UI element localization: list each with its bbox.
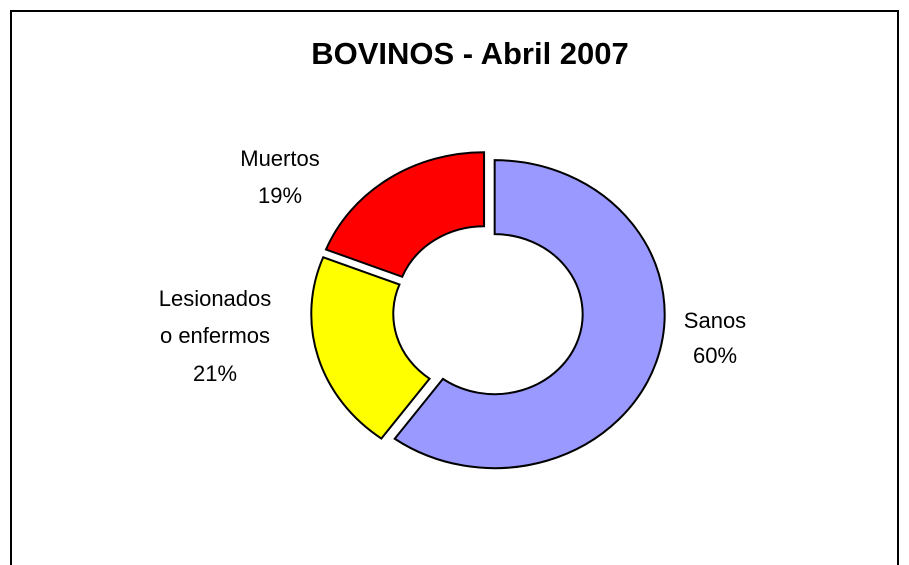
donut-slice	[393, 159, 666, 470]
slice-label: Lesionados o enfermos	[159, 286, 272, 348]
chart-title: BOVINOS - Abril 2007	[311, 36, 629, 71]
donut-slice	[324, 151, 486, 279]
slice-value-label: 21%	[193, 361, 237, 386]
chart-frame	[10, 10, 899, 565]
slice-value-label: 19%	[258, 183, 302, 208]
donut-slice	[310, 256, 432, 440]
slice-label: Muertos	[240, 146, 319, 171]
slice-value-label: 60%	[693, 343, 737, 368]
slice-label: Sanos	[684, 308, 746, 333]
